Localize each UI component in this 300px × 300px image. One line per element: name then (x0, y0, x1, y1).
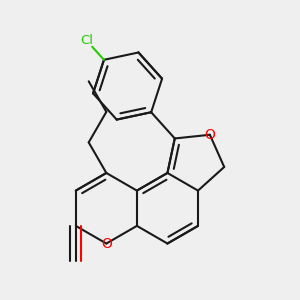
Text: Cl: Cl (80, 34, 93, 46)
Text: O: O (204, 128, 215, 142)
Text: O: O (101, 236, 112, 250)
